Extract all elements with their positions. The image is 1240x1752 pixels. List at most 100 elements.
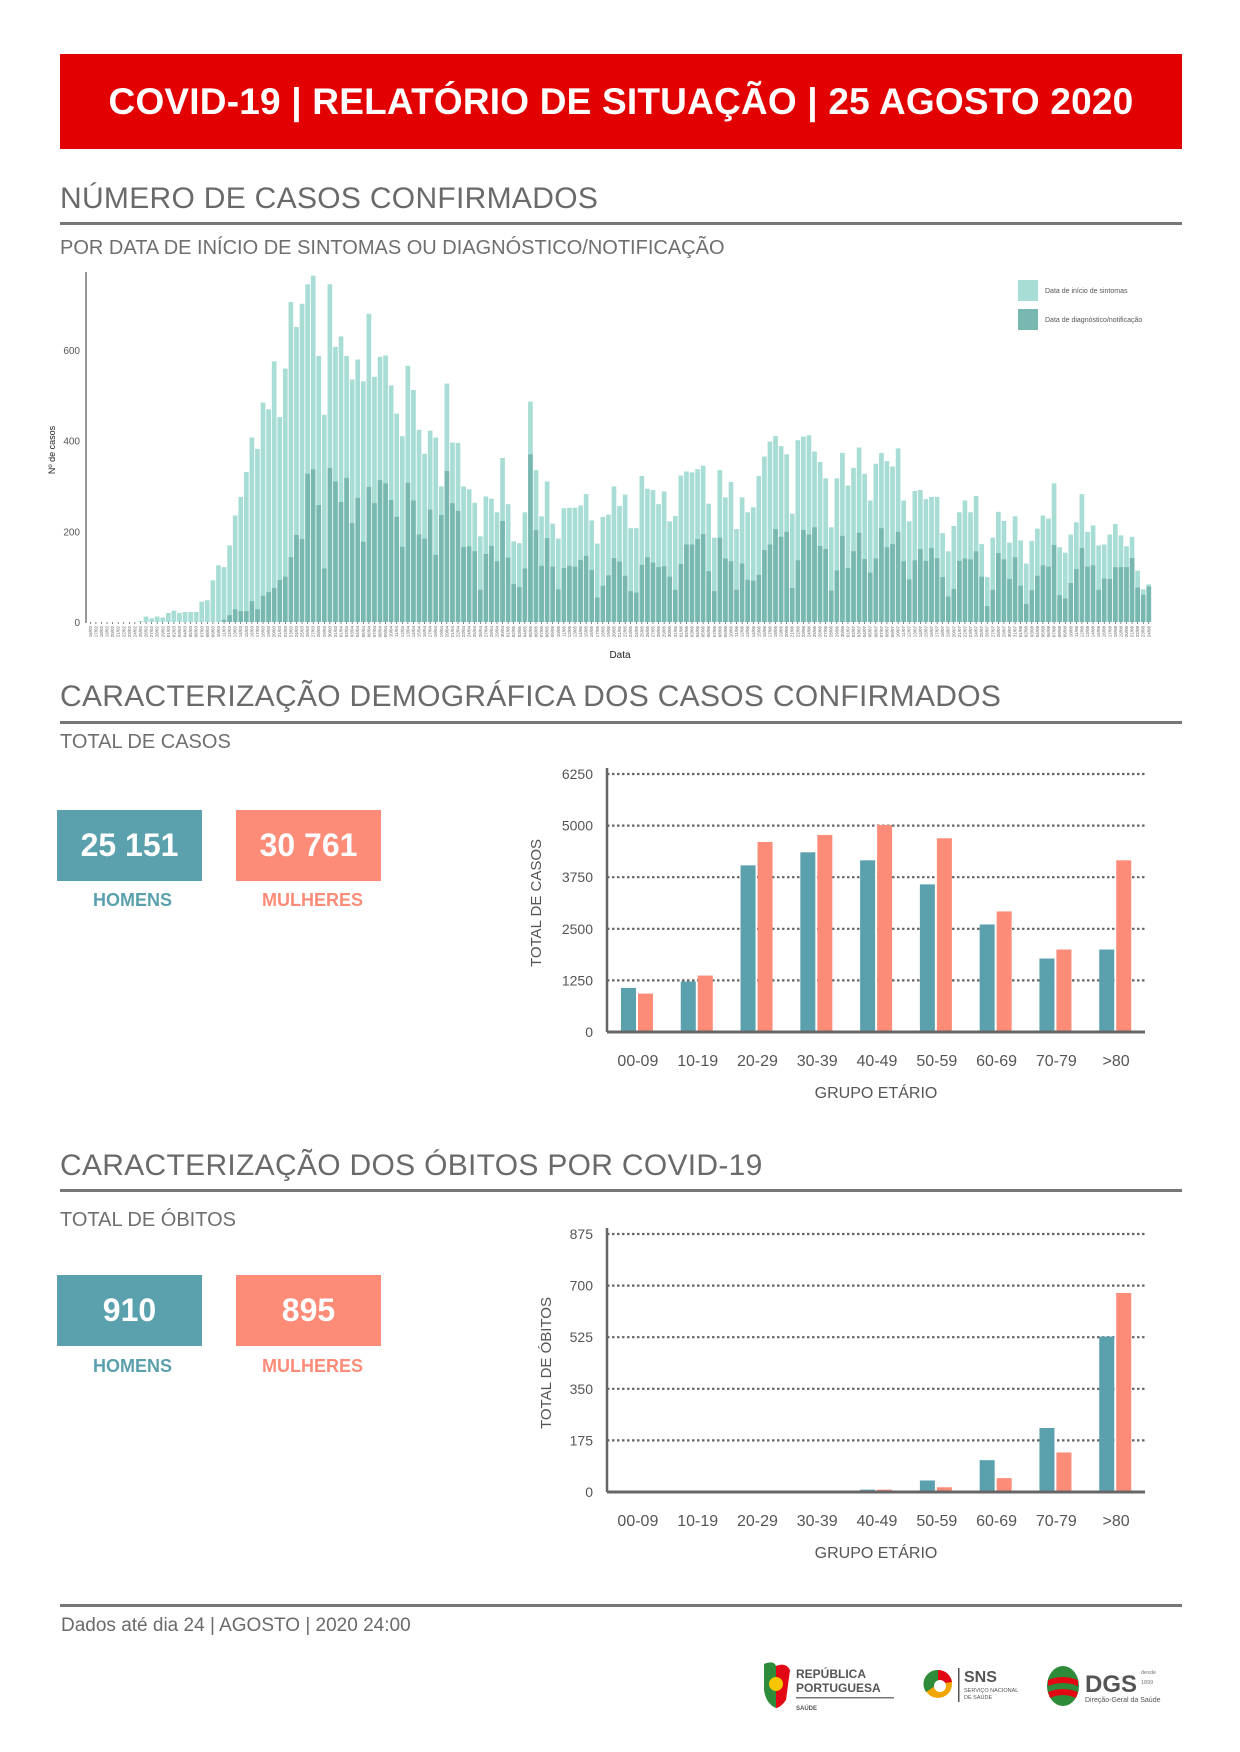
x-tick-label: 27/02: [149, 626, 154, 638]
symptom-onset-bar: [633, 528, 639, 622]
x-tick-label: 13/08: [1085, 626, 1090, 638]
women-bar: [638, 993, 653, 1032]
x-tick-label: 20/07: [951, 626, 956, 638]
diagnosis-bar: [756, 574, 762, 622]
x-tick-label: 19/02: [105, 626, 110, 638]
symptom-onset-bar: [611, 486, 617, 622]
x-tick-label: 08/05: [545, 626, 550, 638]
footer-divider: [60, 1604, 1182, 1607]
symptom-onset-bar: [260, 402, 266, 622]
x-tick-label: 13/05: [572, 626, 577, 638]
symptom-onset-bar: [199, 601, 205, 622]
x-tick-label: 15/08: [1096, 626, 1101, 638]
diagnosis-bar: [360, 541, 366, 622]
x-tick-label: 20-29: [737, 1053, 778, 1070]
men-bar: [919, 1480, 935, 1492]
x-tick-label: 08/03: [205, 626, 210, 638]
diagnosis-bar: [923, 560, 929, 622]
x-tick-label: 12/08: [1079, 626, 1084, 638]
diagnosis-bar: [1107, 578, 1113, 622]
diagnosis-bar: [1046, 566, 1051, 622]
symptom-onset-bar: [606, 514, 611, 622]
x-tick-label: 16/02: [88, 626, 93, 638]
symptom-onset-bar: [238, 496, 244, 622]
symptom-onset-bar: [305, 284, 310, 622]
x-tick-label: 30/07: [1007, 626, 1012, 638]
men-cases-value: 25 151: [80, 827, 179, 863]
diagnosis-bar: [912, 560, 918, 622]
x-tick-label: 19/05: [606, 626, 611, 638]
diagnosis-bar: [466, 546, 472, 622]
x-tick-label: 02/04: [344, 626, 349, 638]
x-tick-label: 25/07: [979, 626, 984, 638]
x-tick-label: 25/06: [812, 626, 817, 638]
x-tick-label: 23/03: [288, 626, 293, 638]
x-tick-label: 26/07: [985, 626, 990, 638]
symptom-onset-bar: [366, 313, 372, 622]
diagnosis-bar: [227, 615, 232, 622]
diagnosis-bar: [249, 601, 255, 622]
symptom-onset-bar: [522, 512, 528, 622]
x-tick-label: 03/07: [857, 626, 862, 638]
x-tick-label: 14/04: [411, 626, 416, 638]
women-cases-box: 30 761: [236, 810, 381, 881]
symptom-onset-bar: [516, 543, 522, 622]
x-tick-label: 20/03: [272, 626, 277, 638]
diagnosis-bar: [951, 588, 957, 622]
x-tick-label: 11/05: [561, 626, 566, 637]
y-tick-label: 5000: [562, 818, 593, 834]
diagnosis-bar: [784, 531, 790, 622]
diagnosis-bar: [299, 539, 305, 622]
diagnosis-bar: [667, 576, 673, 622]
x-tick-label: 01/05: [506, 626, 511, 638]
symptom-onset-bar: [817, 461, 823, 622]
symptom-onset-bar: [1057, 547, 1062, 622]
x-tick-label: 15/06: [756, 626, 761, 638]
cases-by-age-chart: 0 1250 2500 3750 5000 6250 00-09 10-19 20-29 30-3…: [528, 766, 1145, 1102]
x-tick-label: 17/06: [767, 626, 772, 638]
x-tick-label: 09/08: [1063, 626, 1068, 638]
x-tick-label: 17/07: [935, 626, 940, 638]
x-tick-label: 27/06: [823, 626, 828, 638]
x-tick-label: 07/03: [199, 626, 204, 638]
symptom-onset-bar: [990, 537, 996, 622]
symptom-onset-bar: [349, 379, 355, 622]
diagnosis-bar: [884, 547, 890, 622]
x-tick-label: 23/02: [127, 626, 132, 638]
symptom-onset-bar: [1107, 534, 1113, 622]
x-tick-label: 09/07: [890, 626, 895, 638]
diagnosis-bar: [1118, 567, 1124, 622]
x-tick-label: 05/06: [701, 626, 706, 638]
diagnosis-bar: [1129, 558, 1135, 622]
women-cases-value: 30 761: [259, 827, 358, 863]
men-bar: [1039, 958, 1055, 1032]
x-tick-label: 60-69: [976, 1513, 1017, 1530]
y-tick-label: 6250: [562, 766, 593, 782]
x-tick-label: 13/07: [912, 626, 917, 638]
x-tick-label: 10-19: [677, 1053, 718, 1070]
x-tick-label: 16/07: [929, 626, 934, 638]
symptom-onset-bar: [645, 488, 650, 622]
men-bar: [919, 884, 935, 1032]
diagnosis-bar: [444, 471, 450, 622]
y-axis-title: TOTAL DE ÓBITOS: [538, 1297, 555, 1429]
diagnosis-bar: [962, 558, 968, 622]
x-tick-label: 11/07: [901, 626, 906, 637]
x-tick-label: 00-09: [617, 1053, 658, 1070]
diagnosis-bar: [221, 619, 227, 622]
diagnosis-bar: [522, 568, 528, 622]
symptom-onset-bar: [1062, 552, 1068, 622]
diagnosis-bar: [288, 557, 294, 622]
diagnosis-bar: [1068, 583, 1074, 622]
symptom-onset-bar: [171, 610, 177, 622]
symptom-onset-bar: [923, 499, 929, 622]
diagnosis-bar: [438, 515, 444, 622]
logo-text: SAÚDE: [796, 1705, 817, 1712]
diagnosis-bar: [1040, 565, 1046, 622]
diagnosis-bar: [851, 551, 856, 622]
x-tick-label: 06/05: [533, 626, 538, 638]
x-tick-label: 19/03: [266, 626, 271, 638]
diagnosis-bar: [678, 563, 684, 622]
symptom-onset-bar: [372, 376, 377, 622]
deaths-section-subtitle: TOTAL DE ÓBITOS: [60, 1209, 236, 1231]
